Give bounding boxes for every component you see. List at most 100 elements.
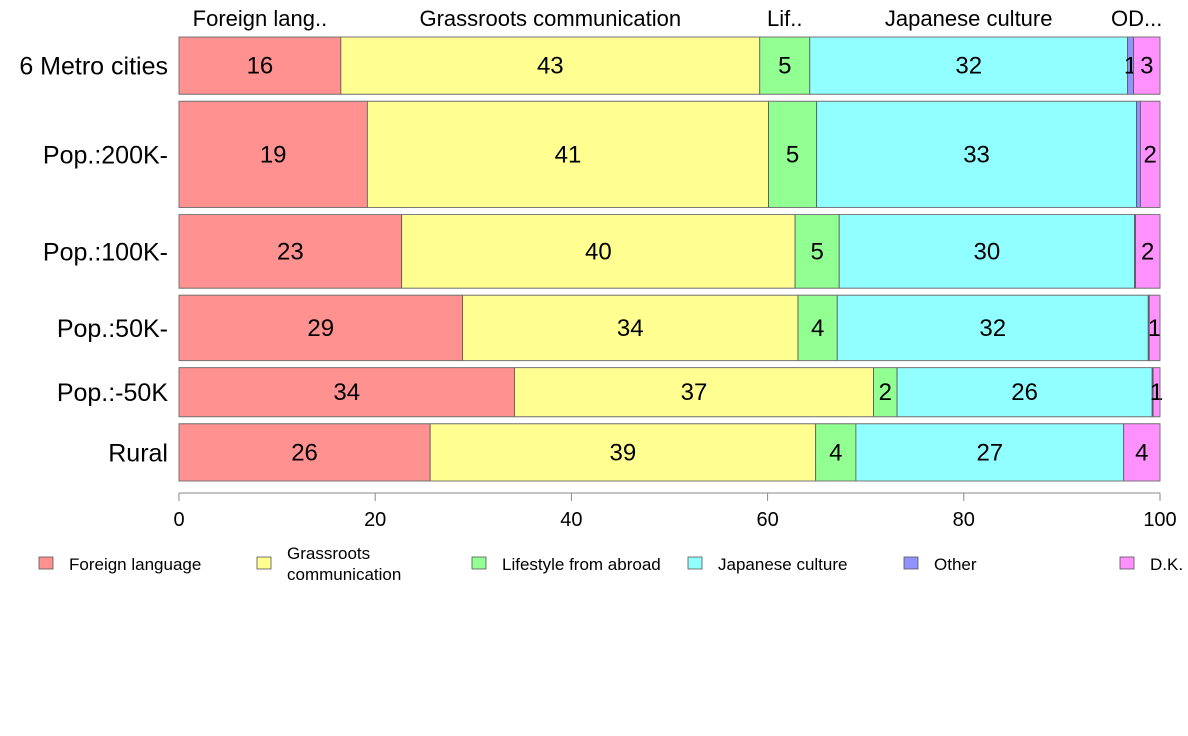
data-label: 2 — [1144, 141, 1157, 168]
data-label: 2 — [879, 379, 892, 406]
bar-segment — [429, 423, 817, 482]
bar-segment — [462, 294, 799, 362]
legend-item: D.K. — [1119, 555, 1183, 574]
row-labels: 6 Metro cities Pop.:200K- Pop.:100K- Pop.:5… — [19, 53, 168, 468]
legend-swatch — [471, 556, 487, 570]
legend-label: Other — [934, 555, 977, 574]
bar-segment — [340, 36, 761, 95]
bar-frame — [178, 214, 1161, 289]
row-label: Rural — [108, 439, 168, 467]
data-label: 43 — [537, 53, 564, 80]
data-label: 3 — [1140, 53, 1153, 80]
row-label: Pop.:-50K — [57, 379, 169, 407]
bar-segment — [896, 367, 1153, 418]
data-label: 32 — [955, 53, 982, 80]
legend-item: Japanese culture — [687, 555, 847, 574]
bar-segment — [815, 423, 857, 482]
data-label: 23 — [277, 238, 304, 265]
bar-segment — [836, 294, 1149, 362]
data-label: 29 — [307, 315, 334, 342]
data-label: 30 — [974, 238, 1001, 265]
data-label: 16 — [247, 53, 274, 80]
top-category-label: Foreign lang.. — [193, 6, 328, 31]
x-tick-label: 80 — [953, 509, 975, 531]
data-label: 4 — [829, 439, 842, 466]
bar-segment — [514, 367, 874, 418]
data-label: 1 — [1148, 315, 1161, 342]
legend-label: D.K. — [1150, 555, 1183, 574]
bar-row: 26 39 4 27 4 — [178, 423, 1161, 482]
data-label: 5 — [778, 53, 791, 80]
legend-swatch — [903, 556, 919, 570]
x-tick-label: 60 — [756, 509, 778, 531]
data-label: 2 — [1141, 238, 1154, 265]
row-label: Pop.:50K- — [57, 315, 168, 343]
legend-label: Lifestyle from abroad — [502, 555, 661, 574]
data-label: 5 — [786, 141, 799, 168]
data-label: 4 — [1135, 439, 1148, 466]
bar-frame — [178, 367, 1161, 418]
legend-item: Lifestyle from abroad — [471, 555, 661, 574]
legend-swatch — [256, 556, 272, 570]
bar-frame — [178, 294, 1161, 362]
bar-row: 16 43 5 32 1 3 — [178, 36, 1161, 95]
row-label: 6 Metro cities — [19, 53, 168, 81]
top-category-labels: Foreign lang.. Grassroots communication Li… — [193, 6, 1163, 31]
bar-segment — [797, 294, 838, 362]
legend-label: Grassroots communication — [287, 544, 401, 584]
bar-segment — [855, 423, 1125, 482]
bar-row: 34 37 2 26 1 — [178, 367, 1163, 418]
bar-row: 23 40 5 30 2 — [178, 214, 1161, 289]
bar-row: 19 41 5 33 2 — [178, 100, 1161, 208]
x-tick-label: 20 — [364, 509, 386, 531]
top-category-label: Japanese culture — [885, 6, 1053, 31]
bar-segment — [794, 214, 840, 289]
bar-row: 29 34 4 32 1 — [178, 294, 1161, 362]
legend: Foreign language Grassroots communication L… — [38, 544, 1183, 584]
data-label: 27 — [976, 439, 1003, 466]
data-label: 26 — [1011, 379, 1038, 406]
legend-item: Grassroots communication — [256, 544, 401, 584]
bar-frame — [178, 423, 1161, 482]
row-label: Pop.:100K- — [43, 238, 168, 266]
legend-swatch — [38, 556, 54, 570]
bar-area: 16 43 5 32 1 3 19 41 5 33 2 23 40 5 30 2 29 34 4 32 1 34 37 2 26… — [178, 36, 1163, 482]
top-category-label: Lif.. — [767, 6, 802, 31]
data-label: 33 — [963, 141, 990, 168]
bar-segment — [838, 214, 1135, 289]
bar-segment — [178, 214, 403, 289]
data-label: 34 — [333, 379, 360, 406]
data-label: 40 — [585, 238, 612, 265]
bar-segment — [809, 36, 1129, 95]
x-axis: 0 20 40 60 80 100 — [173, 492, 1177, 531]
data-label: 1 — [1150, 379, 1163, 406]
data-label: 41 — [555, 141, 582, 168]
legend-item: Other — [903, 555, 977, 574]
x-tick-label: 40 — [560, 509, 582, 531]
legend-label: Foreign language — [69, 555, 201, 574]
data-label: 19 — [260, 141, 287, 168]
data-label: 39 — [610, 439, 637, 466]
legend-label: Japanese culture — [718, 555, 847, 574]
bar-segment — [401, 214, 796, 289]
bar-segment — [1123, 423, 1161, 482]
top-category-label: OD... — [1111, 6, 1162, 31]
legend-item: Foreign language — [38, 555, 201, 574]
data-label: 26 — [291, 439, 318, 466]
bar-frame — [178, 100, 1161, 208]
data-label: 34 — [617, 315, 644, 342]
bar-segment — [816, 100, 1137, 208]
x-tick-label: 100 — [1143, 509, 1176, 531]
row-label: Pop.:200K- — [43, 141, 168, 169]
bar-segment — [178, 36, 342, 95]
bar-segment — [1136, 100, 1141, 208]
data-label: 5 — [810, 238, 823, 265]
legend-swatch — [687, 556, 703, 570]
bar-segment — [178, 367, 515, 418]
bar-frame — [178, 36, 1161, 95]
top-category-label: Grassroots communication — [419, 6, 681, 31]
data-label: 4 — [811, 315, 824, 342]
data-label: 32 — [979, 315, 1006, 342]
bar-segment — [366, 100, 769, 208]
